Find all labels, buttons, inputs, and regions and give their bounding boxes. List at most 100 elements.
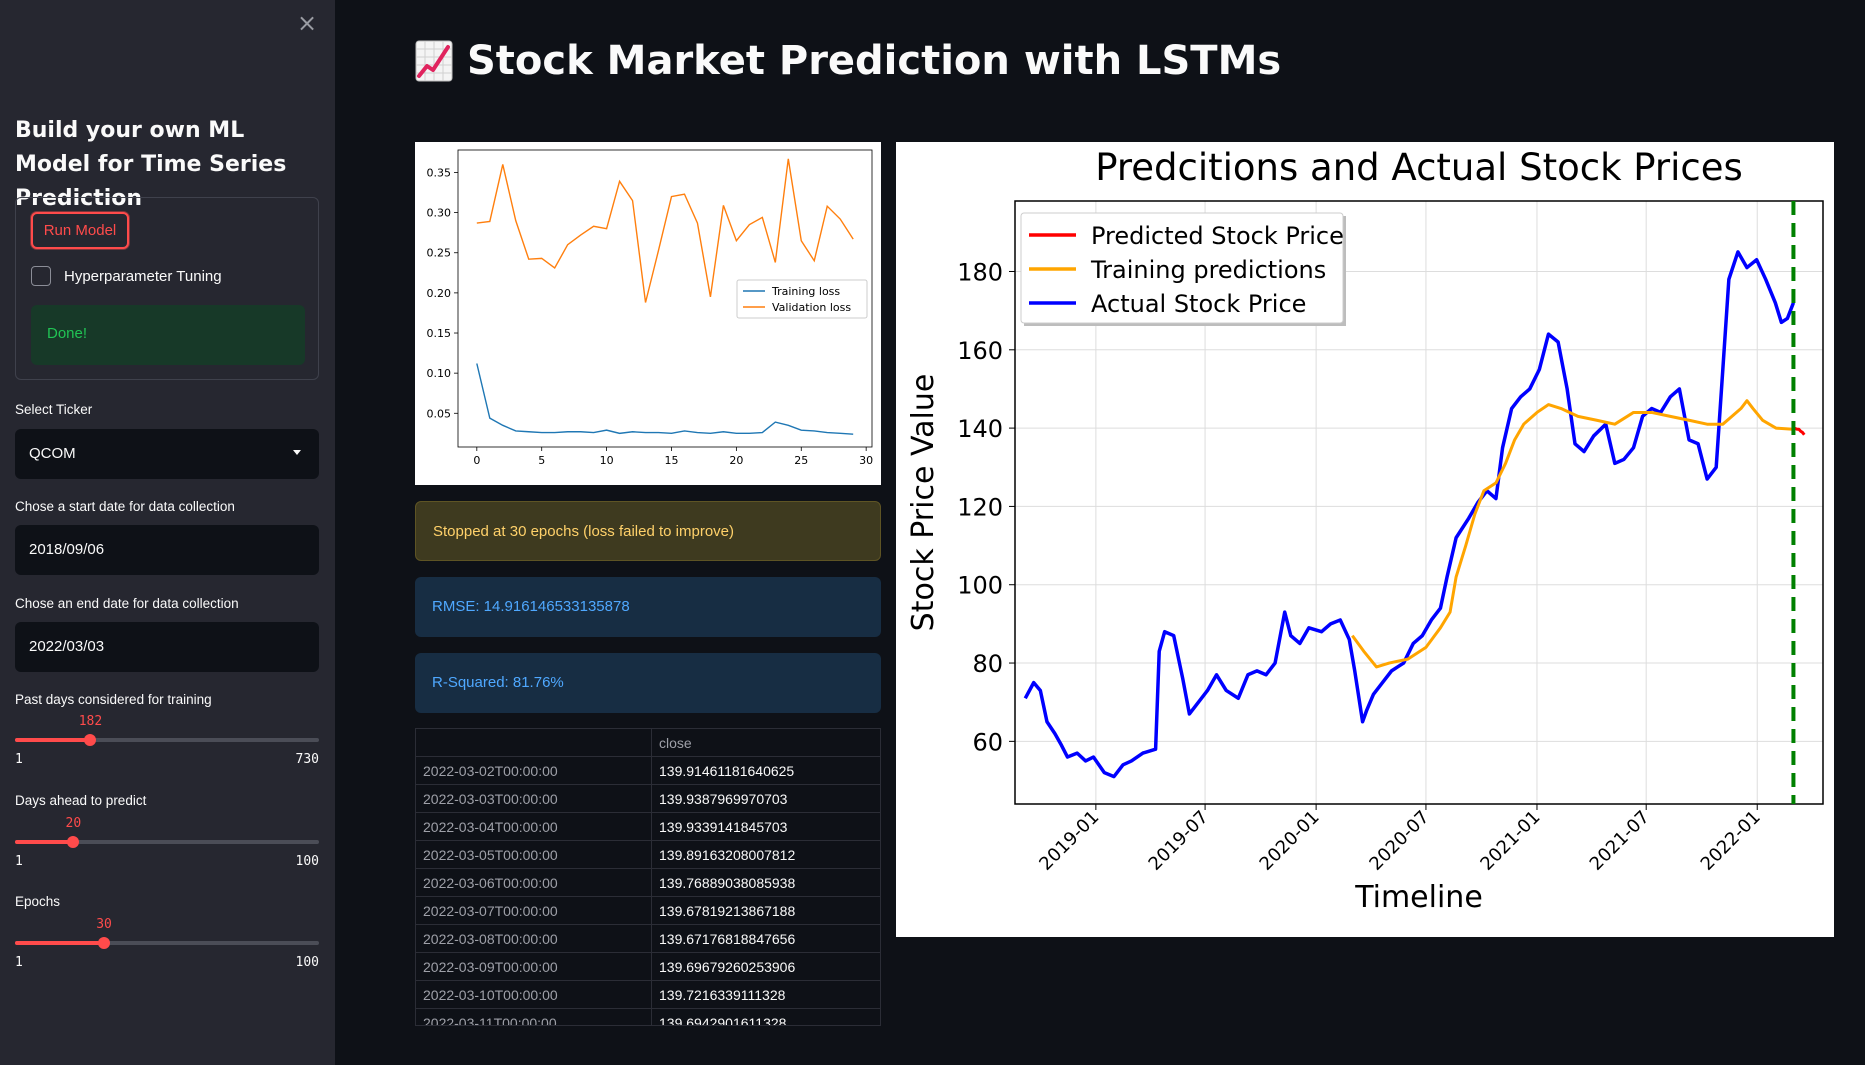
table-row: 2022-03-07T00:00:00 139.67819213867188 [416, 897, 880, 925]
legend-label: Training loss [771, 285, 840, 298]
series-line-validation-loss [476, 158, 854, 303]
y-tick-label: 0.30 [427, 207, 452, 220]
slider-track[interactable] [15, 941, 319, 945]
index-header [416, 729, 652, 756]
x-tick-label: 25 [794, 454, 808, 467]
chart-title: Predcitions and Actual Stock Prices [1095, 146, 1743, 189]
start-date-label: Chose a start date for data collection [15, 499, 235, 514]
row-index: 2022-03-03T00:00:00 [416, 785, 652, 812]
slider-track[interactable] [15, 738, 319, 742]
slider-min: 1 [15, 955, 23, 970]
end-date-input[interactable]: 2022/03/03 [15, 622, 319, 672]
y-tick-label: 160 [957, 337, 1003, 365]
x-tick-label: 20 [729, 454, 743, 467]
slider-fill [15, 840, 74, 844]
y-tick-label: 100 [957, 572, 1003, 600]
legend-label: Training predictions [1090, 256, 1326, 284]
slider-fill [15, 738, 91, 742]
x-tick-label: 5 [538, 454, 545, 467]
days-ahead-slider[interactable]: 20 1 100 [15, 816, 319, 880]
end-date-label: Chose an end date for data collection [15, 596, 239, 611]
past-days-label: Past days considered for training [15, 692, 212, 707]
row-close-value: 139.7216339111328 [659, 987, 786, 1003]
x-tick-label: 2021-07 [1586, 807, 1654, 875]
days-ahead-label: Days ahead to predict [15, 793, 147, 808]
row-close-value: 139.67819213867188 [659, 903, 796, 919]
slider-thumb[interactable] [67, 836, 80, 848]
series-line-training-loss [476, 363, 854, 435]
row-index: 2022-03-08T00:00:00 [416, 925, 652, 952]
x-tick-label: 2019-07 [1145, 807, 1213, 875]
price-chart-svg: 60 80 100 120 140 160 180 2019-01 2019-07 2020-01… [906, 146, 1824, 915]
hyperparameter-tuning-checkbox[interactable]: Hyperparameter Tuning [31, 265, 222, 287]
row-index: 2022-03-02T00:00:00 [416, 757, 652, 784]
slider-thumb[interactable] [84, 734, 97, 746]
price-chart: 60 80 100 120 140 160 180 2019-01 2019-07 2020-01… [896, 142, 1834, 937]
rmse-info: RMSE: 14.916146533135878 [415, 577, 881, 637]
sidebar: × Build your own ML Model for Time Serie… [0, 0, 335, 1065]
early-stop-warning: Stopped at 30 epochs (loss failed to imp… [415, 501, 881, 561]
model-form: Run Model Hyperparameter Tuning Done! [15, 197, 319, 380]
row-close-value: 139.76889038085938 [659, 875, 796, 891]
row-close-value: 139.67176818847656 [659, 931, 796, 947]
slider-max: 100 [295, 854, 319, 869]
row-close-value: 139.9387969970703 [659, 791, 788, 807]
plot-frame [1014, 200, 1824, 805]
loss-chart-svg: 0 5 10 15 20 25 30 0.05 0.10 0.15 0.20 0.25 0.30 0.35… [427, 149, 873, 467]
hyperparameter-tuning-label: Hyperparameter Tuning [64, 267, 222, 285]
prediction-table[interactable]: close 2022-03-02T00:00:00 139.91461181640… [415, 728, 881, 1026]
table-header: close [416, 729, 880, 757]
page-title-text: Stock Market Prediction with LSTMs [467, 38, 1282, 84]
sidebar-title: Build your own ML Model for Time Series … [15, 118, 287, 211]
row-close-value: 139.69679260253906 [659, 959, 796, 975]
close-header[interactable]: close [659, 735, 692, 751]
slider-thumb[interactable] [98, 937, 111, 949]
page-title: Stock Market Prediction with LSTMs [415, 38, 1281, 84]
series-line-actual-stock-price [1023, 250, 1796, 779]
legend-box [1020, 212, 1344, 324]
legend-label: Actual Stock Price [1091, 290, 1306, 318]
slider-value: 182 [78, 714, 103, 729]
table-row: 2022-03-04T00:00:00 139.9339141845703 [416, 813, 880, 841]
x-tick-label: 0 [473, 454, 480, 467]
slider-value: 30 [96, 917, 112, 932]
row-index: 2022-03-09T00:00:00 [416, 953, 652, 980]
success-message: Done! [31, 305, 305, 365]
y-tick-label: 0.25 [427, 247, 452, 260]
slider-min: 1 [15, 752, 23, 767]
checkbox-box[interactable] [31, 266, 51, 286]
x-tick-label: 10 [600, 454, 614, 467]
y-tick-label: 180 [957, 258, 1003, 286]
start-date-input[interactable]: 2018/09/06 [15, 525, 319, 575]
y-tick-label: 0.20 [427, 287, 452, 300]
row-index: 2022-03-06T00:00:00 [416, 869, 652, 896]
slider-track[interactable] [15, 840, 319, 844]
table-row: 2022-03-03T00:00:00 139.9387969970703 [416, 785, 880, 813]
table-row: 2022-03-09T00:00:00 139.69679260253906 [416, 953, 880, 981]
y-tick-label: 120 [957, 493, 1003, 521]
x-tick-label: 15 [664, 454, 678, 467]
run-model-button[interactable]: Run Model [31, 212, 129, 249]
row-close-value: 139.89163208007812 [659, 847, 796, 863]
ticker-select[interactable]: QCOM [15, 429, 319, 479]
slider-max: 730 [295, 752, 319, 767]
epochs-label: Epochs [15, 894, 61, 909]
y-tick-label: 0.35 [427, 166, 452, 179]
row-index: 2022-03-11T00:00:00 [416, 1009, 652, 1025]
series-line-training-predictions [1351, 399, 1793, 669]
row-close-value: 139.91461181640625 [659, 763, 795, 779]
y-axis-label: Stock Price Value [906, 374, 941, 632]
close-sidebar-icon[interactable]: × [296, 9, 318, 37]
x-tick-label: 2020-07 [1365, 807, 1433, 875]
x-tick-label: 30 [859, 454, 873, 467]
table-row: 2022-03-11T00:00:00 139.6942901611328 [416, 1009, 880, 1025]
slider-fill [15, 941, 105, 945]
past-days-slider[interactable]: 182 1 730 [15, 714, 319, 778]
row-index: 2022-03-04T00:00:00 [416, 813, 652, 840]
table-row: 2022-03-08T00:00:00 139.67176818847656 [416, 925, 880, 953]
r-squared-info: R-Squared: 81.76% [415, 653, 881, 713]
y-tick-label: 0.15 [427, 327, 452, 340]
chevron-down-icon[interactable] [293, 450, 301, 455]
slider-value: 20 [65, 816, 82, 831]
epochs-slider[interactable]: 30 1 100 [15, 917, 319, 981]
